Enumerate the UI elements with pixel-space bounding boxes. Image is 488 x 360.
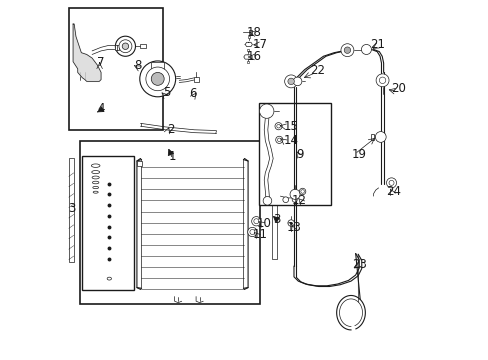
Bar [193, 77, 198, 82]
Circle shape [259, 104, 273, 118]
Polygon shape [73, 24, 101, 81]
Bar [151, 62, 164, 69]
Bar [69, 158, 74, 262]
Circle shape [275, 136, 282, 143]
Bar [115, 45, 119, 50]
Bar [246, 61, 249, 63]
Circle shape [140, 61, 175, 97]
Text: 22: 22 [310, 64, 325, 77]
Circle shape [119, 40, 132, 53]
Ellipse shape [92, 171, 100, 174]
Ellipse shape [92, 181, 99, 184]
Text: 7: 7 [97, 56, 104, 69]
Circle shape [274, 123, 282, 130]
Text: 19: 19 [351, 148, 366, 161]
Circle shape [253, 219, 258, 224]
Circle shape [293, 77, 301, 86]
Text: 23: 23 [351, 258, 366, 271]
Bar [80, 140, 259, 304]
Circle shape [386, 178, 396, 188]
Circle shape [344, 47, 350, 53]
Circle shape [287, 220, 294, 226]
Text: 24: 24 [385, 185, 400, 198]
Text: 5: 5 [163, 86, 170, 99]
Text: 12: 12 [291, 194, 306, 207]
Bar [370, 134, 373, 140]
Ellipse shape [92, 176, 99, 179]
Circle shape [247, 227, 257, 237]
Text: 11: 11 [252, 228, 267, 241]
Text: 6: 6 [188, 87, 196, 100]
Polygon shape [244, 55, 252, 59]
Circle shape [299, 188, 305, 195]
Text: 18: 18 [246, 27, 261, 40]
Circle shape [115, 36, 135, 56]
Text: 3: 3 [272, 213, 280, 226]
Circle shape [289, 189, 300, 199]
Circle shape [145, 67, 169, 91]
Text: 3: 3 [68, 202, 75, 215]
Circle shape [249, 229, 254, 234]
Circle shape [122, 43, 128, 49]
Text: 1: 1 [169, 150, 176, 163]
Ellipse shape [91, 164, 100, 167]
Text: 8: 8 [134, 59, 141, 72]
Circle shape [340, 44, 353, 57]
Bar [247, 36, 249, 38]
Circle shape [375, 74, 388, 87]
Ellipse shape [93, 191, 98, 193]
Circle shape [379, 77, 385, 84]
Text: 2: 2 [167, 123, 174, 136]
Circle shape [361, 44, 371, 54]
Circle shape [292, 197, 297, 202]
Text: 21: 21 [369, 38, 384, 51]
Circle shape [151, 72, 164, 85]
Bar [271, 205, 276, 259]
Text: 20: 20 [390, 82, 406, 95]
Circle shape [251, 217, 261, 226]
Circle shape [388, 180, 393, 185]
Text: 9: 9 [295, 148, 303, 161]
Bar [248, 31, 252, 34]
Circle shape [300, 190, 304, 193]
Bar [258, 103, 330, 205]
Bar [137, 161, 142, 166]
Ellipse shape [107, 277, 111, 280]
Circle shape [277, 138, 281, 141]
Text: 17: 17 [253, 38, 267, 51]
Bar [69, 8, 163, 130]
Circle shape [375, 132, 386, 142]
Text: 15: 15 [284, 120, 298, 133]
Circle shape [284, 75, 297, 88]
Text: 4: 4 [97, 102, 104, 115]
Text: 10: 10 [257, 217, 271, 230]
Polygon shape [244, 42, 252, 46]
Text: 14: 14 [284, 134, 298, 147]
Text: 13: 13 [286, 221, 301, 234]
Text: 16: 16 [246, 50, 261, 63]
Circle shape [287, 78, 294, 85]
Ellipse shape [93, 186, 99, 189]
Circle shape [282, 197, 288, 203]
Circle shape [276, 125, 280, 128]
Bar [82, 156, 134, 291]
Circle shape [263, 197, 271, 205]
Bar [246, 49, 249, 50]
Bar [140, 44, 145, 48]
